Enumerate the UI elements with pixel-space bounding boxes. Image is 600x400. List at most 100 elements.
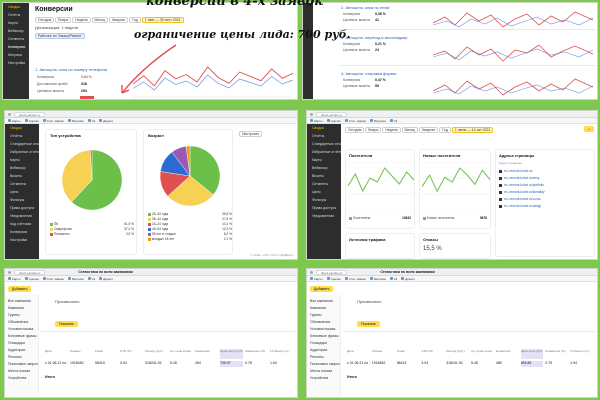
- sidebar-item[interactable]: Избранные отчёты: [10, 150, 39, 154]
- bookmark-item[interactable]: Стат. заявок: [344, 277, 366, 281]
- left-list-item[interactable]: Объявления: [8, 319, 29, 324]
- show-button[interactable]: Показать: [55, 321, 78, 327]
- detail-select[interactable]: Детализация: 1 неделя: [35, 25, 78, 30]
- left-list-item[interactable]: Регионы: [8, 354, 22, 359]
- left-list-item[interactable]: Кампании: [8, 305, 25, 310]
- checkbox[interactable]: [499, 198, 502, 201]
- left-list-item[interactable]: Аудитории: [310, 347, 328, 352]
- checkbox[interactable]: [499, 205, 502, 208]
- add-button[interactable]: Добавить: [8, 286, 32, 292]
- sidebar-item[interactable]: Избранные отчёты: [312, 150, 341, 154]
- segment-tag[interactable]: Рабочее по 'Замер/Ремонт': [35, 33, 86, 39]
- left-list-item[interactable]: Группы: [310, 312, 322, 317]
- col-header[interactable]: Ср. цена клика: [470, 349, 492, 353]
- date-range-picker[interactable]: 1 июля — 14 окт 2021: [451, 127, 494, 133]
- bookmark-item[interactable]: Директ: [99, 119, 113, 123]
- period-label[interactable]: Произвольно: [55, 299, 80, 304]
- sidebar-item[interactable]: Карты: [10, 158, 20, 162]
- tab-quarter[interactable]: Квартал: [109, 17, 129, 23]
- left-list-item[interactable]: Поисковые запросы: [8, 361, 38, 366]
- col-header[interactable]: Показы: [371, 349, 383, 353]
- address-row[interactable]: xn--remont-kuhni.ru/kontakty: [499, 189, 593, 196]
- address-row[interactable]: xn--remont-kuhni.ru/: [499, 168, 593, 175]
- sidebar-item-settings[interactable]: Настройки: [8, 61, 26, 65]
- sidebar-item-webvisor[interactable]: Вебвизор: [8, 29, 24, 33]
- show-button[interactable]: Показать: [357, 321, 380, 327]
- address-row[interactable]: xn--remont-kuhni.ru/uslugi: [499, 203, 593, 210]
- sidebar-item[interactable]: Настройки: [10, 238, 28, 242]
- bookmark-item[interactable]: Сделки: [24, 277, 39, 281]
- sidebar-item[interactable]: Фильтры: [312, 198, 327, 202]
- bookmark-item[interactable]: Сделки: [326, 277, 341, 281]
- add-button[interactable]: Добавить: [310, 286, 334, 292]
- sidebar-item[interactable]: Конверсии: [10, 230, 28, 234]
- address-link[interactable]: xn--remont-kuhni.ru/uslugi: [504, 204, 542, 208]
- goal-title[interactable]: 1. Автоцель: клик по номеру телефона: [35, 67, 107, 72]
- goal-4-title[interactable]: 4. Автоцель: отправка формы: [341, 71, 397, 76]
- sidebar-item[interactable]: Уведомления: [312, 214, 334, 218]
- col-header[interactable]: Цена цели (руб.): [220, 349, 243, 359]
- left-list-item[interactable]: Площадки: [310, 340, 327, 345]
- tab-year[interactable]: Год: [129, 17, 141, 23]
- col-header[interactable]: Расход (руб.): [446, 349, 465, 353]
- address-row[interactable]: xn--remont-kuhni.ru/portfolio: [499, 182, 593, 189]
- left-list-item[interactable]: Ключевые фразы: [310, 333, 339, 338]
- sidebar-item[interactable]: Сводка: [10, 126, 22, 130]
- col-header[interactable]: Глубина (стр.): [570, 349, 590, 353]
- configure-button[interactable]: Настроить: [239, 131, 263, 137]
- sidebar-item[interactable]: Уведомления: [10, 214, 32, 218]
- col-header[interactable]: Показы: [70, 349, 81, 353]
- left-list-item[interactable]: Кампании: [310, 305, 327, 310]
- left-list-item[interactable]: Аудитории: [8, 347, 26, 352]
- sidebar-item-maps[interactable]: Карты: [8, 21, 18, 25]
- address-link[interactable]: xn--remont-kuhni.ru/kontakty: [504, 190, 545, 194]
- tab-yesterday[interactable]: Вчера: [365, 127, 382, 133]
- left-list-item[interactable]: Регионы: [310, 354, 324, 359]
- bookmark-item[interactable]: Vk: [87, 119, 95, 123]
- col-header[interactable]: Конверсия (%): [245, 349, 266, 353]
- sidebar-item[interactable]: Вебвизор: [10, 166, 26, 170]
- col-header[interactable]: Конверсии: [495, 349, 511, 353]
- col-header[interactable]: Дата: [45, 349, 52, 353]
- left-list-item[interactable]: Устройства: [310, 375, 329, 380]
- address-row[interactable]: xn--remont-kuhni.ru/ceny: [499, 175, 593, 182]
- sidebar-item[interactable]: Сегменты: [10, 182, 27, 186]
- checkbox[interactable]: [499, 177, 502, 180]
- sidebar-item[interactable]: Цели: [10, 190, 19, 194]
- sidebar-item[interactable]: Визиты: [312, 174, 324, 178]
- bookmark-item[interactable]: Сделки: [326, 119, 341, 123]
- col-header[interactable]: Конверсии: [195, 349, 210, 353]
- left-list-item[interactable]: Группы: [8, 312, 20, 317]
- back-icon[interactable]: [310, 112, 313, 116]
- sidebar-item[interactable]: Фильтры: [10, 198, 25, 202]
- col-header[interactable]: Клики: [95, 349, 104, 353]
- sidebar-item-summary[interactable]: Сводка: [8, 5, 20, 9]
- address-row[interactable]: xn--remont-kuhni.ru/o-nas: [499, 196, 593, 203]
- back-icon[interactable]: [8, 270, 11, 274]
- address-link[interactable]: xn--remont-kuhni.ru/portfolio: [504, 183, 545, 187]
- address-bar[interactable]: direct.yandex.ru: [316, 111, 348, 117]
- address-link[interactable]: xn--remont-kuhni.ru/ceny: [504, 176, 540, 180]
- left-list-item[interactable]: Условия показа: [310, 326, 336, 331]
- bookmark-item[interactable]: Метрика: [67, 119, 84, 123]
- address-link[interactable]: xn--remont-kuhni.ru/: [504, 169, 533, 173]
- col-header[interactable]: Конверсия (%): [545, 349, 566, 353]
- sidebar-item[interactable]: Визиты: [10, 174, 22, 178]
- tab-year[interactable]: Год: [439, 127, 451, 133]
- bookmark-item[interactable]: Vk: [389, 277, 397, 281]
- date-range-picker[interactable]: 1 июн — 30 сент 2021: [141, 17, 184, 23]
- bookmark-item[interactable]: Сделки: [24, 119, 39, 123]
- left-list-item[interactable]: Условия показа: [8, 326, 34, 331]
- sidebar-item[interactable]: Сводка: [312, 126, 324, 130]
- bookmark-item[interactable]: Стат. заявок: [42, 119, 64, 123]
- goal-2-title[interactable]: 2. Автоцель: клик по email: [341, 5, 390, 10]
- left-list-item[interactable]: Места показа: [310, 368, 333, 373]
- left-list-item[interactable]: Ключевые фразы: [8, 333, 37, 338]
- back-icon[interactable]: [310, 270, 313, 274]
- sidebar-item[interactable]: Права доступа: [312, 206, 337, 210]
- col-header[interactable]: Цена цели (руб.): [520, 349, 544, 359]
- bookmark-item[interactable]: Стат. заявок: [344, 119, 366, 123]
- bookmark-item[interactable]: Метрика: [369, 119, 386, 123]
- address-bar[interactable]: direct.yandex.ru: [316, 269, 348, 275]
- bookmark-item[interactable]: Директ: [99, 277, 113, 281]
